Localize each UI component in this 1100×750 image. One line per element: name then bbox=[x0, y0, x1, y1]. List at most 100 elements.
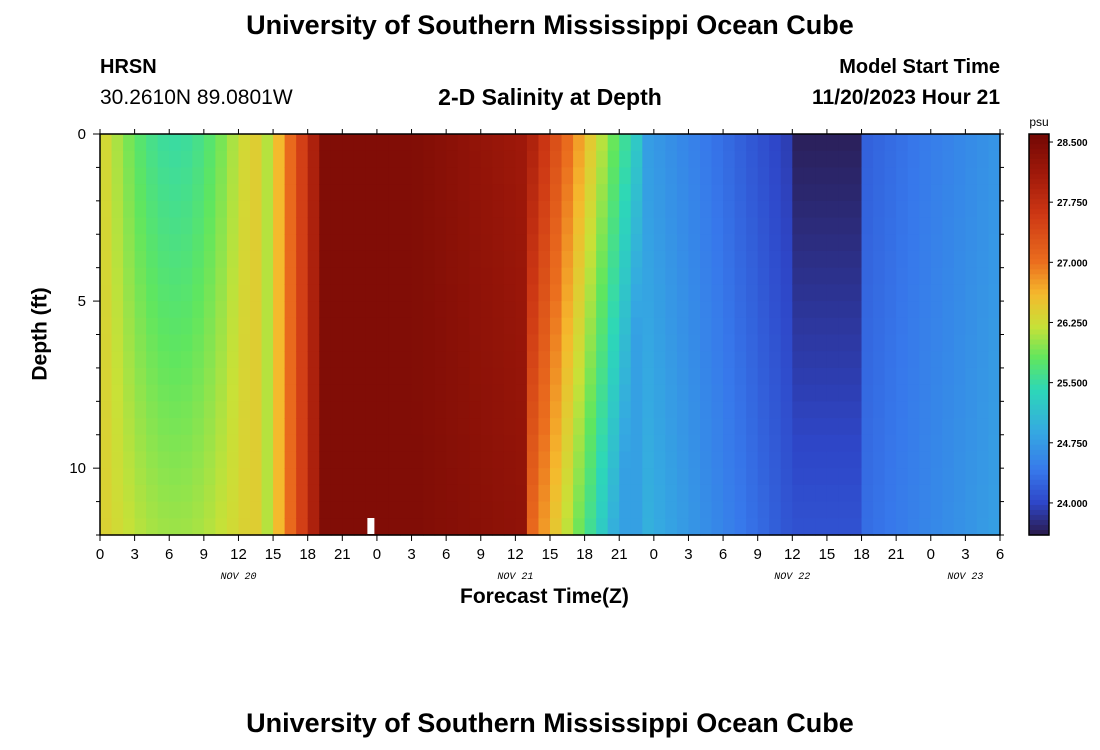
y-tick-label: 5 bbox=[78, 293, 86, 310]
heatmap-cell bbox=[907, 284, 920, 302]
heatmap-cell bbox=[469, 200, 482, 219]
heatmap-cell bbox=[100, 501, 113, 519]
heatmap-cell bbox=[515, 518, 528, 536]
heatmap-cell bbox=[896, 468, 909, 486]
heatmap-cell bbox=[215, 451, 228, 469]
colorbar-segment bbox=[1029, 264, 1049, 270]
heatmap-cell bbox=[884, 484, 897, 503]
heatmap-cell bbox=[388, 134, 401, 152]
heatmap-cell bbox=[803, 167, 816, 185]
colorbar-segment bbox=[1029, 279, 1049, 285]
heatmap-cell bbox=[769, 301, 782, 319]
heatmap-cell bbox=[676, 250, 690, 269]
heatmap-cell bbox=[388, 367, 401, 386]
heatmap-cell bbox=[342, 217, 355, 235]
heatmap-cell bbox=[850, 518, 863, 536]
heatmap-cell bbox=[538, 301, 551, 319]
heatmap-cell bbox=[850, 200, 863, 219]
heatmap-cell bbox=[988, 267, 1001, 285]
colorbar-frame bbox=[1028, 133, 1050, 536]
heatmap-cell bbox=[653, 384, 666, 402]
heatmap-cell bbox=[596, 234, 609, 252]
heatmap-cell bbox=[896, 501, 909, 519]
heatmap-cell bbox=[319, 134, 332, 152]
heatmap-cell bbox=[273, 418, 286, 436]
heatmap-cell bbox=[226, 468, 240, 486]
heatmap-cell bbox=[538, 317, 551, 336]
heatmap-cell bbox=[134, 401, 147, 419]
colorbar-segment bbox=[1029, 389, 1049, 396]
heatmap-cell bbox=[261, 150, 274, 169]
heatmap-cell bbox=[596, 451, 609, 469]
heatmap-cell bbox=[688, 150, 701, 169]
heatmap-cell bbox=[307, 434, 320, 453]
heatmap-cell bbox=[723, 167, 736, 185]
heatmap-cell bbox=[757, 167, 770, 185]
model-start-value: 11/20/2023 Hour 21 bbox=[812, 86, 1000, 109]
x-tick-label: 21 bbox=[611, 546, 628, 563]
heatmap-cell bbox=[711, 234, 724, 252]
heatmap-cell bbox=[342, 501, 355, 519]
heatmap-cell bbox=[469, 451, 482, 469]
x-tick-label: 12 bbox=[507, 546, 524, 563]
heatmap-cell bbox=[492, 451, 505, 469]
heatmap-cell bbox=[400, 200, 413, 219]
heatmap-cell bbox=[919, 501, 932, 519]
heatmap-cell bbox=[446, 284, 459, 302]
heatmap-cell bbox=[400, 134, 413, 152]
heatmap-cell bbox=[873, 468, 886, 486]
heatmap-cell bbox=[942, 150, 955, 169]
heatmap-cell bbox=[111, 367, 124, 386]
colorbar-segment bbox=[1029, 274, 1049, 280]
heatmap-cell bbox=[123, 267, 136, 285]
heatmap-cell bbox=[296, 234, 309, 252]
heatmap-cell bbox=[457, 334, 470, 352]
colorbar-tick-label: 27.000 bbox=[1057, 258, 1088, 269]
heatmap-cell bbox=[250, 217, 263, 235]
heatmap-cell bbox=[480, 418, 493, 436]
heatmap-cell bbox=[123, 134, 136, 152]
heatmap-cell bbox=[503, 401, 516, 419]
heatmap-cell bbox=[492, 484, 505, 503]
heatmap-cell bbox=[157, 284, 170, 302]
heatmap-cell bbox=[284, 451, 297, 469]
heatmap-cell bbox=[953, 150, 966, 169]
heatmap-cell bbox=[826, 451, 840, 469]
heatmap-cell bbox=[180, 468, 193, 486]
heatmap-cell bbox=[134, 434, 147, 453]
heatmap-cell bbox=[838, 418, 851, 436]
heatmap-cell bbox=[965, 234, 978, 252]
heatmap-cell bbox=[711, 384, 724, 402]
heatmap-cell bbox=[434, 484, 447, 503]
heatmap-cell bbox=[780, 134, 793, 152]
colorbar-segment bbox=[1029, 229, 1049, 235]
heatmap-cell bbox=[723, 518, 736, 536]
heatmap-cell bbox=[607, 284, 620, 302]
colorbar-segment bbox=[1029, 529, 1049, 536]
heatmap-cell bbox=[353, 334, 366, 352]
heatmap-cell bbox=[330, 301, 343, 319]
heatmap-cell bbox=[953, 167, 966, 185]
heatmap-cell bbox=[688, 518, 701, 536]
heatmap-cell bbox=[653, 451, 666, 469]
heatmap-cell bbox=[134, 167, 147, 185]
heatmap-cell bbox=[676, 401, 690, 419]
heatmap-cell bbox=[157, 234, 170, 252]
heatmap-cell bbox=[411, 184, 424, 202]
heatmap-cell bbox=[573, 501, 586, 519]
heatmap-cell bbox=[353, 434, 366, 453]
heatmap-cell bbox=[873, 334, 886, 352]
heatmap-cell bbox=[423, 284, 436, 302]
heatmap-cell bbox=[919, 301, 932, 319]
heatmap-cell bbox=[642, 301, 655, 319]
heatmap-cell bbox=[400, 384, 413, 402]
heatmap-cell bbox=[815, 234, 828, 252]
heatmap-cell bbox=[988, 167, 1001, 185]
colorbar-segment bbox=[1029, 289, 1049, 295]
heatmap-cell bbox=[896, 150, 909, 169]
heatmap-cell bbox=[307, 184, 320, 202]
heatmap-cell bbox=[757, 134, 770, 152]
heatmap-cell bbox=[238, 384, 251, 402]
heatmap-cell bbox=[584, 418, 597, 436]
heatmap-cell bbox=[423, 217, 436, 235]
